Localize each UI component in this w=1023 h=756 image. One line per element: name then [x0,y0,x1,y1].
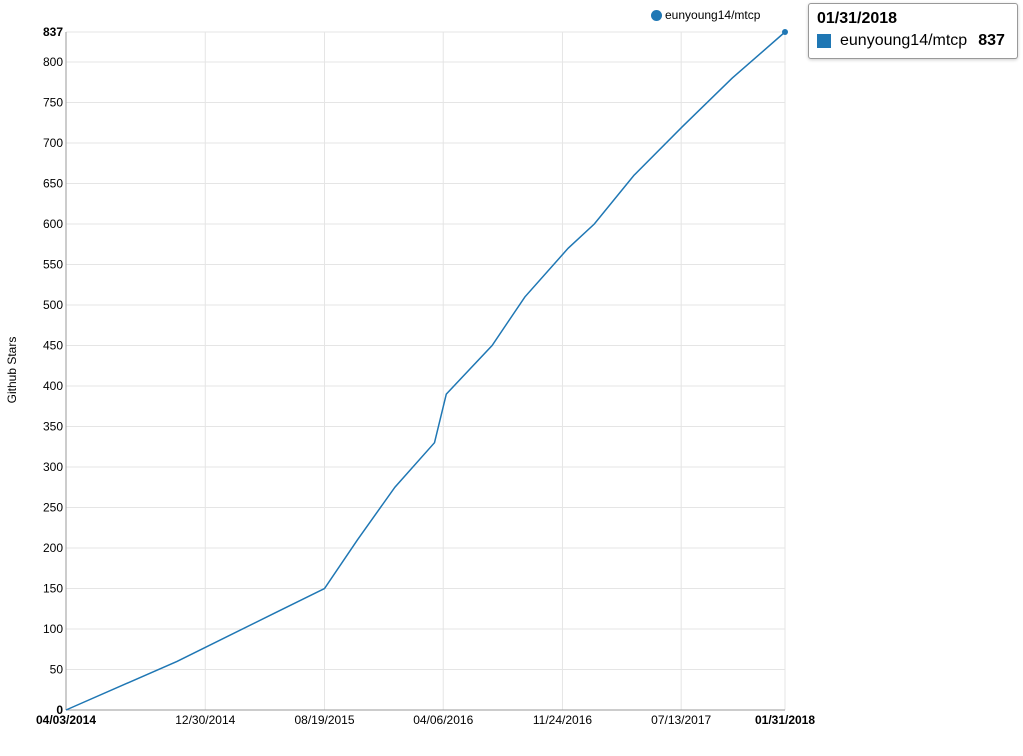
y-tick-label: 750 [43,95,63,109]
y-tick-label: 837 [43,25,63,39]
y-tick-label: 400 [43,379,63,393]
y-axis-label: Github Stars [5,337,19,404]
y-tick-label: 300 [43,460,63,474]
y-tick-label: 450 [43,338,63,352]
y-tick-label: 600 [43,217,63,231]
x-tick-label: 01/31/2018 [755,713,815,727]
x-tick-label: 04/06/2016 [413,713,473,727]
tooltip-swatch [817,34,831,48]
y-tick-label: 650 [43,176,63,190]
y-tick-label: 50 [50,662,64,676]
axes: 0 50 100 150 200 250 300 350 400 450 500 550 600 650 7… [36,25,815,727]
tooltip: 01/31/2018 eunyoung14/mtcp 837 [808,3,1018,59]
y-tick-label: 700 [43,136,63,150]
x-tick-label: 12/30/2014 [175,713,235,727]
x-tick-label: 08/19/2015 [294,713,354,727]
y-tick-label: 350 [43,419,63,433]
tooltip-row: eunyoung14/mtcp 837 [817,32,1009,50]
y-tick-label: 250 [43,500,63,514]
x-tick-label: 07/13/2017 [651,713,711,727]
legend-marker[interactable] [651,9,662,21]
series-layer [65,29,788,711]
legend-label[interactable]: eunyoung14/mtcp [665,8,761,22]
y-tick-label: 800 [43,55,63,69]
tooltip-value: 837 [978,32,1005,49]
x-tick-label: 11/24/2016 [533,713,592,727]
y-tick-label: 550 [43,257,63,271]
tooltip-series-name: eunyoung14/mtcp [840,32,968,49]
data-point [782,29,788,35]
y-tick-label: 100 [43,622,63,636]
grid [65,31,786,711]
y-tick-label: 200 [43,541,63,555]
x-tick-label: 04/03/2014 [36,713,96,727]
tooltip-date: 01/31/2018 [817,10,898,27]
series-line [65,31,786,711]
y-tick-label: 500 [43,298,63,312]
y-tick-label: 0 [56,703,63,717]
legend[interactable]: eunyoung14/mtcp [651,8,760,22]
y-tick-label: 150 [43,581,63,595]
